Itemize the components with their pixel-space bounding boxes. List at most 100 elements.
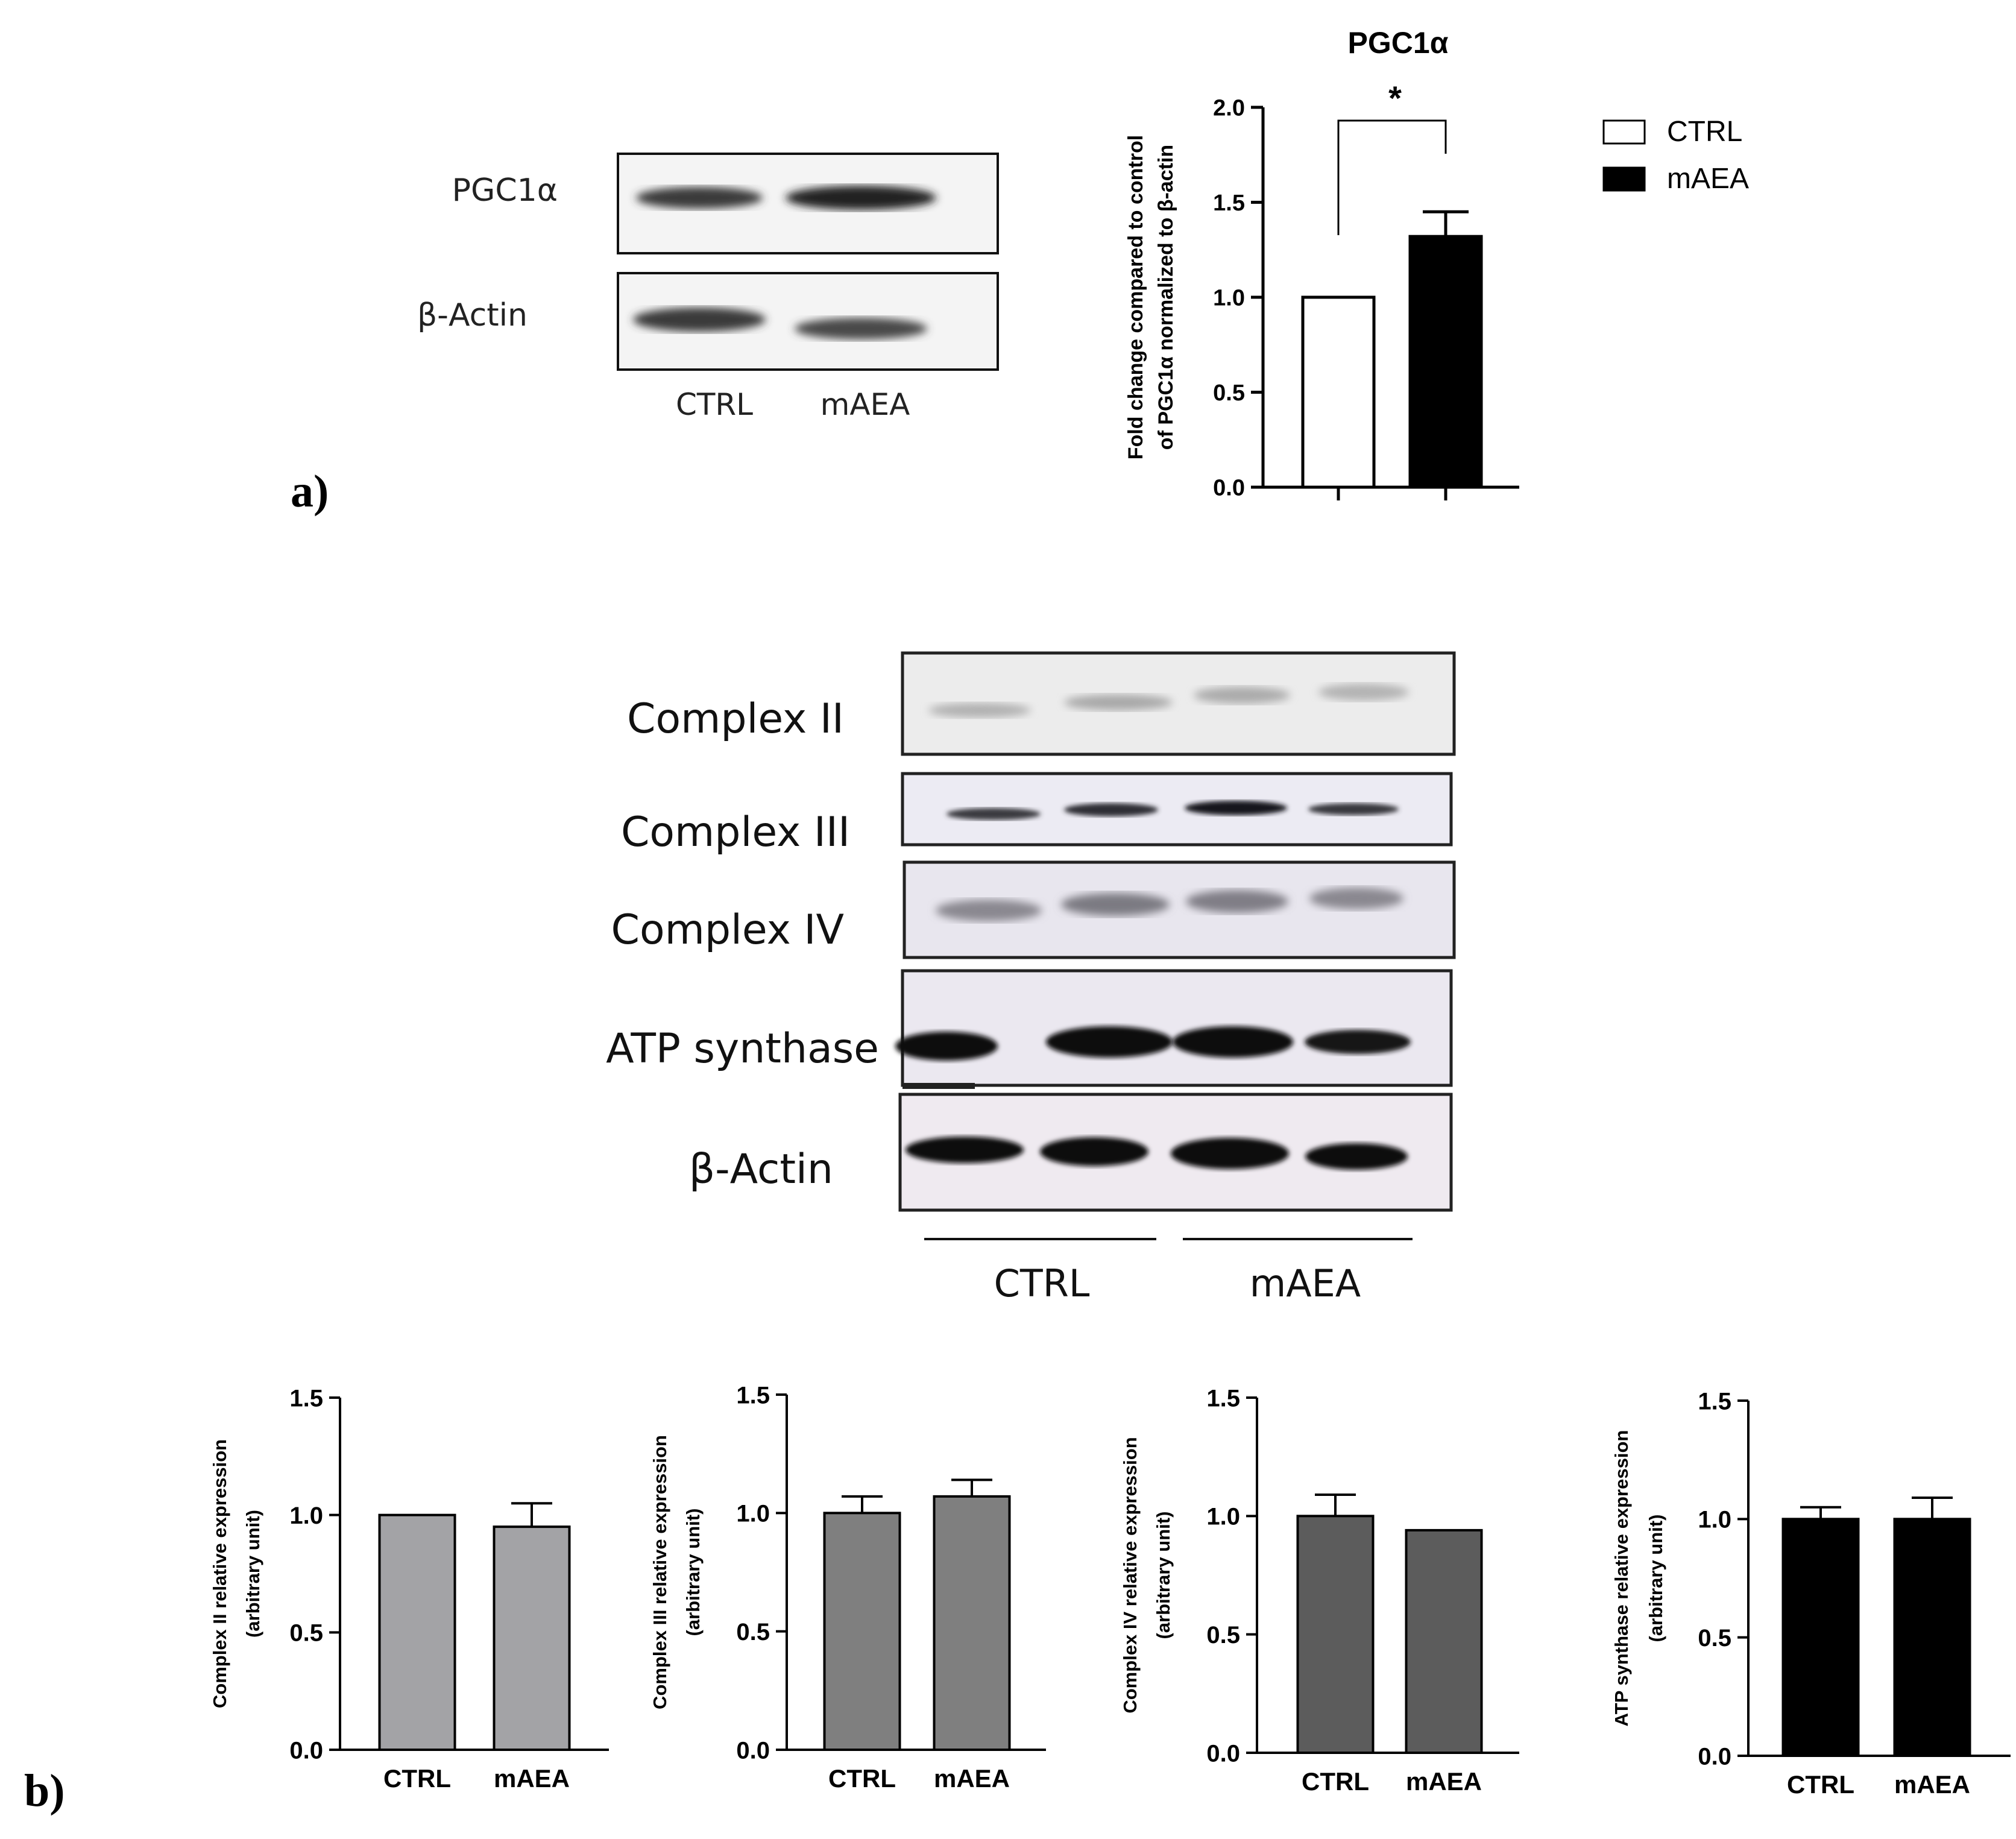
y-tick-label: 0.5 xyxy=(289,1620,323,1647)
blot-band xyxy=(906,1137,1024,1163)
y-axis-label: Fold change compared to control xyxy=(1124,135,1147,459)
blot-a-row-label: β-Actin xyxy=(417,297,528,333)
y-axis-label: (arbitrary unit) xyxy=(242,1510,263,1638)
blot-a-lane-label: mAEA xyxy=(821,387,910,422)
y-axis-label: ATP synthase relative expression xyxy=(1611,1430,1632,1727)
chart-atp: 0.0 0.5 1.0 1.5 CTRL mAEA ATP synthase relativ… xyxy=(1611,1388,2011,1799)
y-tick-label: 0.0 xyxy=(736,1737,770,1764)
blot-band xyxy=(1064,803,1158,816)
y-axis-label: (arbitrary unit) xyxy=(1153,1512,1174,1639)
y-tick-label: 1.5 xyxy=(289,1385,323,1412)
legend-swatch-ctrl xyxy=(1602,119,1646,145)
y-tick-label: 1.5 xyxy=(736,1382,770,1408)
blot-b-row-label: Complex II xyxy=(627,695,844,743)
x-tick-label: mAEA xyxy=(1894,1770,1970,1799)
y-axis-label: of PGC1α normalized to β-actin xyxy=(1154,145,1177,450)
blot-band xyxy=(1194,687,1290,704)
blot-b-row-label: ATP synthase xyxy=(606,1025,879,1073)
blot-band xyxy=(1040,1137,1148,1166)
y-axis-label: (arbitrary unit) xyxy=(1645,1515,1666,1642)
significance-marker: * xyxy=(1388,79,1402,117)
y-tick-label: 1.0 xyxy=(1698,1507,1731,1533)
y-tick-label: 1.0 xyxy=(736,1501,770,1527)
blot-b-row-label: Complex III xyxy=(621,809,850,856)
legend-label-ctrl: CTRL xyxy=(1667,116,1742,148)
y-tick-label: 0.0 xyxy=(289,1737,323,1764)
bar-ctrl xyxy=(1301,295,1376,489)
bar-maea xyxy=(933,1495,1011,1751)
blot-band xyxy=(1171,1138,1289,1169)
bar-ctrl xyxy=(378,1513,456,1752)
blot-band xyxy=(1305,1030,1411,1054)
legend: CTRL mAEA xyxy=(1602,116,1749,195)
blot-a: PGC1α β-Actin CTRL mAEA xyxy=(417,153,999,422)
significance-bracket xyxy=(1337,119,1447,235)
blot-a-row-label: PGC1α xyxy=(452,172,558,209)
y-tick-label: 0.0 xyxy=(1213,476,1245,501)
bar-maea xyxy=(1408,235,1483,489)
chart-complex3: 0.0 0.5 1.0 1.5 CTRL mAEA Complex III relative… xyxy=(649,1382,1046,1793)
x-tick-label: mAEA xyxy=(494,1764,570,1793)
blot-band xyxy=(1309,888,1403,909)
x-tick-label: CTRL xyxy=(383,1764,451,1793)
y-tick-label: 1.0 xyxy=(289,1503,323,1529)
blot-b: Complex II Complex III Complex IV ATP sy… xyxy=(606,651,1456,1305)
x-tick-label: CTRL xyxy=(1787,1770,1854,1799)
blot-band xyxy=(928,703,1031,718)
y-tick-label: 0.0 xyxy=(1698,1743,1731,1770)
x-tick-label: CTRL xyxy=(828,1764,896,1793)
blot-band xyxy=(1318,684,1409,701)
legend-label-maea: mAEA xyxy=(1667,163,1749,195)
blot-edge xyxy=(902,1083,975,1089)
blot-band xyxy=(1186,890,1288,913)
blot-band xyxy=(1305,1143,1408,1170)
y-tick-label: 0.0 xyxy=(1206,1740,1240,1767)
y-tick-label: 1.5 xyxy=(1206,1385,1240,1412)
bar-maea xyxy=(1405,1528,1483,1754)
y-tick-label: 0.5 xyxy=(1206,1622,1240,1648)
bar-maea xyxy=(1893,1518,1971,1757)
blot-b-row-label: β-Actin xyxy=(689,1146,833,1193)
x-tick-label: mAEA xyxy=(1406,1767,1482,1796)
blot-band xyxy=(786,186,936,210)
blot-b-group-label: mAEA xyxy=(1250,1261,1361,1305)
y-tick-label: 0.5 xyxy=(1698,1625,1731,1651)
blot-band xyxy=(1061,893,1170,916)
blot-band xyxy=(633,308,766,332)
bar-ctrl xyxy=(823,1512,901,1751)
bar-ctrl xyxy=(1296,1515,1375,1754)
blot-band xyxy=(795,318,927,339)
bar-maea xyxy=(493,1525,571,1751)
blot-b-group-label: CTRL xyxy=(994,1261,1090,1305)
blot-b-membrane xyxy=(901,969,1453,1087)
chart-complex4: 0.0 0.5 1.0 1.5 CTRL mAEA Complex IV relative … xyxy=(1120,1385,1519,1796)
y-tick-label: 0.5 xyxy=(1213,380,1245,406)
blot-band xyxy=(895,1032,998,1061)
blot-band xyxy=(1064,695,1173,710)
panel-label-b: b) xyxy=(24,1765,65,1816)
blot-band xyxy=(1185,801,1287,815)
blot-a-lane-label: CTRL xyxy=(676,387,753,422)
y-axis-label: (arbitrary unit) xyxy=(682,1509,704,1636)
blot-band xyxy=(936,900,1042,921)
chart-complex2: 0.0 0.5 1.0 1.5 CTRL mAEA Complex II relative … xyxy=(209,1385,609,1793)
blot-band xyxy=(1046,1026,1173,1058)
y-tick-label: 1.5 xyxy=(1698,1388,1731,1415)
chart-title: PGC1α xyxy=(1348,26,1449,60)
blot-b-row-label: Complex IV xyxy=(611,906,844,954)
y-tick-label: 0.5 xyxy=(736,1619,770,1645)
panel-label-a: a) xyxy=(291,466,329,517)
blot-band xyxy=(636,187,763,209)
x-tick-label: mAEA xyxy=(934,1764,1010,1793)
y-tick-label: 1.5 xyxy=(1213,191,1245,216)
y-tick-label: 1.0 xyxy=(1213,286,1245,311)
blot-band xyxy=(947,808,1041,820)
blot-band xyxy=(1173,1026,1293,1058)
y-axis-label: Complex III relative expression xyxy=(649,1435,670,1709)
blot-band xyxy=(1308,803,1399,815)
chart-pgc1a: 0.0 0.5 1.0 1.5 2.0 Fold change compared to c… xyxy=(1124,26,1519,501)
x-tick-label: CTRL xyxy=(1302,1767,1369,1796)
y-axis-label: Complex IV relative expression xyxy=(1120,1437,1141,1713)
legend-swatch-maea xyxy=(1602,166,1646,192)
